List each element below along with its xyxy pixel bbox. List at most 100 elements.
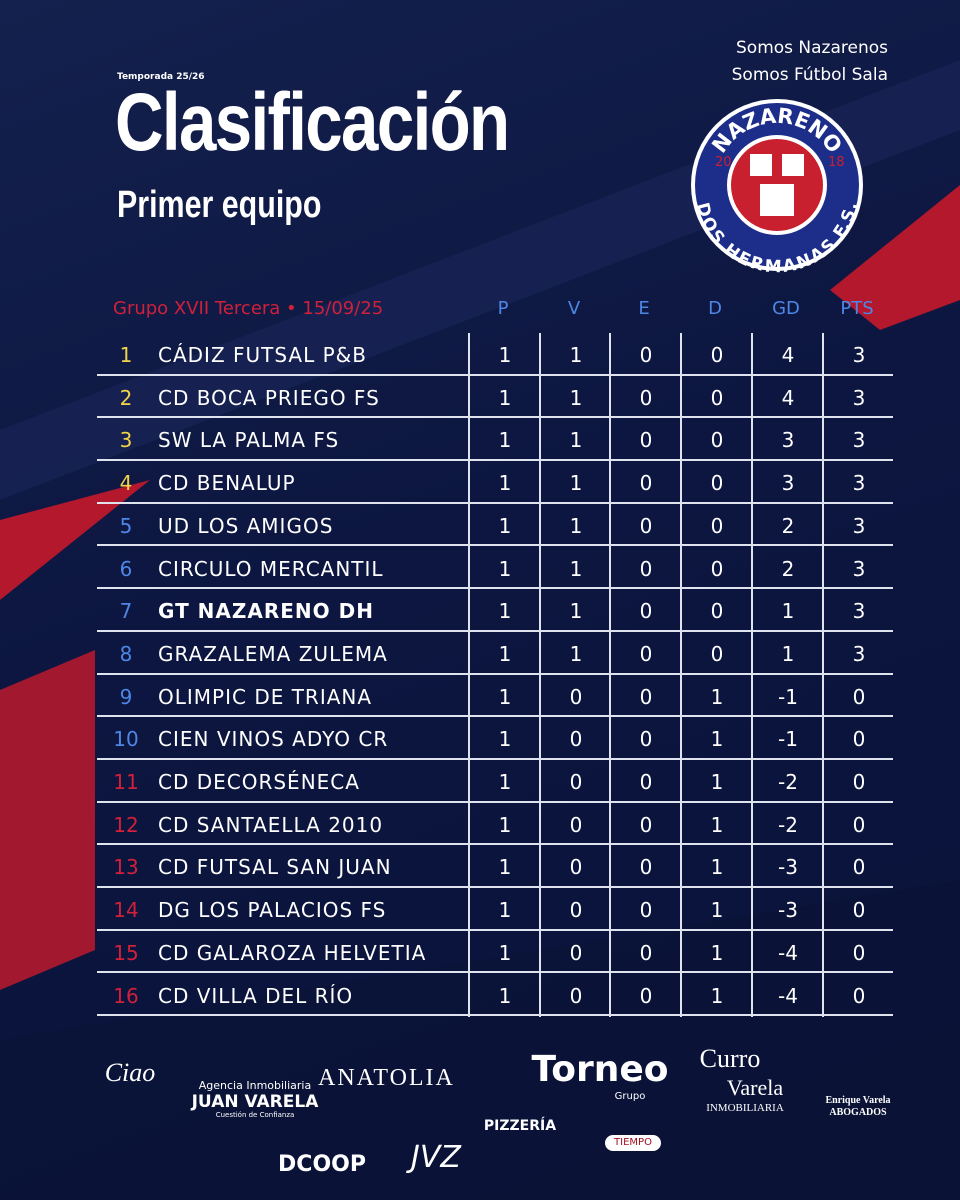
team-name: CD GALAROZA HELVETIA	[158, 940, 427, 965]
column-header: D	[708, 298, 722, 319]
stat: 1	[680, 845, 752, 889]
table-row: 11 CD DECORSÉNECA 1 0 0 1 -2 0	[97, 760, 893, 803]
table-row: 14 DG LOS PALACIOS FS 1 0 0 1 -3 0	[97, 888, 893, 932]
sponsor-text: Varela	[726, 1075, 784, 1100]
stat: 0	[539, 717, 611, 761]
team-name: DG LOS PALACIOS FS	[158, 898, 387, 923]
logo-year: 20	[715, 155, 732, 170]
sponsor-text: Cuestión de Confianza	[215, 1111, 295, 1119]
rank: 7	[119, 599, 133, 624]
stat: 0	[539, 845, 611, 889]
stat: 0	[609, 333, 681, 376]
column-header: P	[497, 298, 509, 319]
table-row: 13 CD FUTSAL SAN JUAN 1 0 0 1 -3 0	[97, 845, 894, 889]
stat: 0	[609, 631, 681, 675]
stat: 1	[468, 375, 540, 419]
stat: 1	[751, 631, 823, 675]
rank: 2	[119, 385, 133, 410]
team-name: CIRCULO MERCANTIL	[158, 556, 384, 581]
stat: 1	[539, 631, 611, 675]
team-name: CD FUTSAL SAN JUAN	[158, 855, 392, 880]
rank: 6	[119, 556, 133, 581]
stat: 1	[468, 546, 540, 590]
stat: 0	[539, 930, 611, 974]
table-row: 10 CIEN VINOS ADYO CR 1 0 0 1 -1 0	[97, 717, 893, 761]
stat: 0	[822, 674, 894, 718]
stat: 0	[609, 461, 681, 505]
title: Clasificación	[115, 77, 510, 168]
stat: 3	[822, 375, 894, 419]
table-row: 15 CD GALAROZA HELVETIA 1 0 0 1 -4 0	[97, 930, 894, 974]
stat: 1	[468, 973, 540, 1017]
stat: 0	[680, 418, 752, 462]
stat: 1	[539, 589, 611, 633]
table-row: 6 CIRCULO MERCANTIL 1 1 0 0 2 3	[97, 546, 894, 590]
stat: -3	[751, 888, 823, 932]
stat: -1	[751, 717, 823, 761]
rank: 8	[119, 641, 133, 666]
sponsor-text: Agencia Inmobiliaria	[198, 1079, 312, 1092]
stat: 0	[822, 930, 894, 974]
logo-year: 18	[828, 155, 845, 170]
sponsor-text: JVZ	[411, 1140, 461, 1175]
stat: 0	[822, 845, 894, 889]
rank: 11	[113, 770, 139, 794]
stat: 0	[609, 845, 681, 889]
team-name: CD SANTAELLA 2010	[158, 812, 384, 837]
stat: -4	[751, 973, 823, 1017]
stat: 0	[539, 674, 611, 718]
team-name: CÁDIZ FUTSAL P&B	[158, 343, 367, 367]
stat: 0	[609, 973, 681, 1017]
stat: 0	[680, 631, 752, 675]
stat: 0	[609, 418, 681, 462]
team-name: SW LA PALMA FS	[158, 428, 340, 453]
rank: 16	[113, 983, 139, 1008]
rank: 9	[119, 684, 133, 709]
rank: 15	[113, 940, 139, 965]
stat: 0	[539, 888, 611, 932]
stat: 0	[609, 930, 681, 974]
stat: 1	[468, 760, 540, 803]
table-row: 12 CD SANTAELLA 2010 1 0 0 1 -2 0	[97, 802, 893, 846]
stat: 1	[468, 589, 540, 633]
stat: 3	[822, 461, 894, 505]
column-header: V	[567, 298, 581, 319]
team-name: CD VILLA DEL RÍO	[158, 983, 354, 1008]
slogan: Somos Fútbol Sala	[731, 65, 888, 85]
table-row: 5 UD LOS AMIGOS 1 1 0 0 2 3	[97, 503, 893, 547]
stat: 0	[609, 717, 681, 761]
stat: 0	[822, 973, 894, 1017]
stat: 1	[680, 802, 752, 846]
table-row: 7 GT NAZARENO DH 1 1 0 0 1 3	[97, 589, 893, 633]
team-name: CD BOCA PRIEGO FS	[158, 385, 380, 410]
rank: 14	[113, 898, 139, 923]
stat: 1	[751, 589, 823, 633]
team-name: OLIMPIC DE TRIANA	[158, 684, 373, 709]
stat: 0	[609, 503, 681, 547]
stat: -2	[751, 802, 823, 846]
stat: 3	[822, 546, 894, 590]
rank: 13	[113, 855, 139, 880]
sponsor-text: Curro	[699, 1044, 761, 1073]
stat: 0	[609, 674, 681, 718]
stat: 3	[822, 333, 894, 376]
stat: 0	[539, 973, 611, 1017]
stat: -1	[751, 674, 823, 718]
stat: 1	[468, 888, 540, 932]
stat: 3	[751, 461, 823, 505]
stat: 0	[609, 760, 681, 803]
stat: 1	[539, 461, 611, 505]
stat: 1	[680, 930, 752, 974]
stat: 2	[751, 546, 823, 590]
stat: 1	[468, 674, 540, 718]
table-caption: Grupo XVII Tercera • 15/09/25	[113, 298, 384, 319]
stat: 1	[539, 418, 611, 462]
stat: 2	[751, 503, 823, 547]
sponsor-text: INMOBILIARIA	[706, 1102, 784, 1114]
stat: 4	[751, 333, 823, 376]
rank: 3	[119, 428, 133, 453]
column-header: GD	[772, 298, 800, 319]
stat: 1	[468, 717, 540, 761]
stat: 0	[680, 589, 752, 633]
stat: 1	[468, 503, 540, 547]
